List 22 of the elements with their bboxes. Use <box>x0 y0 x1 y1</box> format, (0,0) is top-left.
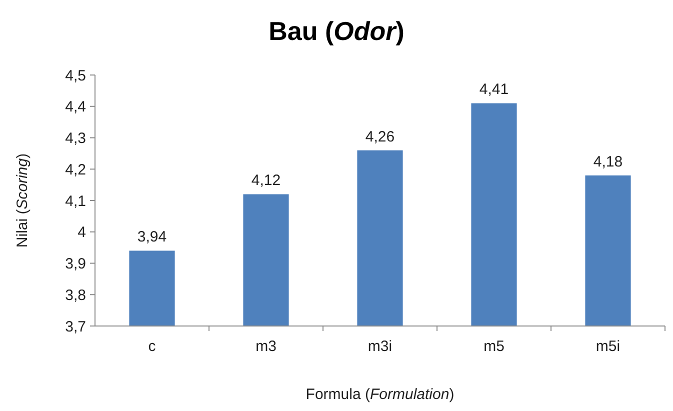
x-tick-label: m5 <box>484 338 504 355</box>
y-tick-label: 4,3 <box>65 130 86 147</box>
data-label: 4,12 <box>251 172 281 190</box>
y-tick-label: 3,8 <box>65 286 86 304</box>
x-tick-label: m3 <box>256 338 276 355</box>
y-tick-label: 4,2 <box>65 161 86 178</box>
chart-title: Bau (Odor) <box>268 16 404 46</box>
y-tick-label: 4,1 <box>65 192 86 210</box>
x-tick-label: m3i <box>368 338 392 355</box>
x-tick-label: c <box>148 338 156 355</box>
y-axis-title: Nilai (Scoring) <box>14 153 31 248</box>
y-tick-label: 3,7 <box>65 318 86 336</box>
data-label: 4,26 <box>365 128 395 146</box>
y-tick-label: 4,4 <box>65 98 86 116</box>
y-tick-label: 3,9 <box>65 256 86 272</box>
data-label: 3,94 <box>137 228 167 246</box>
x-axis-title: Formula (Formulation) <box>306 386 454 403</box>
data-label: 4,18 <box>593 153 623 170</box>
data-label: 4,41 <box>479 81 509 98</box>
y-tick-label: 4 <box>78 224 86 242</box>
x-tick-label: m5i <box>596 338 620 355</box>
y-tick-label: 4,5 <box>65 67 86 84</box>
